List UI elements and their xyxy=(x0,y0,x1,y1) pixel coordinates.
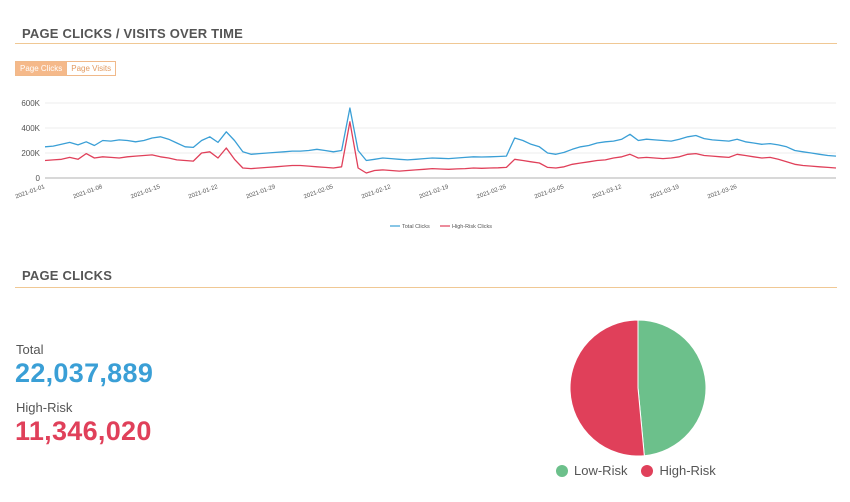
legend-high-risk-label: High-Risk xyxy=(659,463,716,478)
low-risk-dot-icon xyxy=(556,464,568,477)
chart-toggle-group: Page Clicks Page Visits xyxy=(15,61,117,76)
pie-slice-high-risk[interactable] xyxy=(569,319,645,457)
x-tick-label: 2021-02-12 xyxy=(361,184,393,200)
highrisk-label: High-Risk xyxy=(16,400,73,415)
line-chart: 600K 400K 200K 0 2021-01-01 2021-01-08 2021-0… xyxy=(15,99,837,230)
x-tick-label: 2021-02-05 xyxy=(303,184,335,200)
x-tick-label: 2021-03-19 xyxy=(649,184,681,200)
x-tick-label: 2021-01-29 xyxy=(245,184,277,200)
high-risk-clicks-line[interactable] xyxy=(44,121,837,174)
total-label: Total xyxy=(16,342,44,357)
y-tick-label: 200K xyxy=(21,149,40,158)
section-title-clicks-visits: PAGE CLICKS / VISITS OVER TIME xyxy=(22,26,244,41)
pie-legend: Low-Risk High-Risk xyxy=(556,463,730,478)
x-tick-label: 2021-02-19 xyxy=(419,184,451,200)
x-tick-label: 2021-03-05 xyxy=(534,184,566,200)
highrisk-value: 11,346,020 xyxy=(15,416,152,446)
pie-slice-low-risk[interactable] xyxy=(637,319,707,457)
section-divider xyxy=(15,287,837,288)
section-divider xyxy=(15,43,837,44)
page-clicks-toggle[interactable]: Page Clicks xyxy=(15,61,68,76)
total-clicks-line[interactable] xyxy=(44,107,837,162)
y-tick-label: 400K xyxy=(21,124,40,133)
section-title-page-clicks: PAGE CLICKS xyxy=(22,268,113,283)
x-tick-label: 2021-03-26 xyxy=(707,184,739,200)
y-tick-label: 0 xyxy=(36,174,41,183)
high-risk-dot-icon xyxy=(641,464,654,477)
x-tick-label: 2021-01-15 xyxy=(130,184,162,200)
x-tick-label: 2021-02-26 xyxy=(476,184,508,200)
line-chart-legend: Total Clicks High-Risk Clicks xyxy=(390,224,492,230)
legend-item-high-risk[interactable]: High-Risk xyxy=(641,463,716,478)
x-tick-label: 2021-01-08 xyxy=(72,184,104,200)
x-tick-label: 2021-01-01 xyxy=(15,184,47,200)
pie-chart xyxy=(569,319,707,457)
total-value: 22,037,889 xyxy=(15,358,154,388)
legend-low-risk-label: Low-Risk xyxy=(574,463,628,478)
y-tick-label: 600K xyxy=(21,99,40,108)
page-visits-toggle[interactable]: Page Visits xyxy=(67,61,117,76)
legend-total-label: Total Clicks xyxy=(402,224,430,230)
x-tick-label: 2021-03-12 xyxy=(592,184,624,200)
legend-highrisk-label: High-Risk Clicks xyxy=(452,224,492,230)
legend-item-low-risk[interactable]: Low-Risk xyxy=(556,463,627,478)
x-tick-label: 2021-01-22 xyxy=(188,184,220,200)
